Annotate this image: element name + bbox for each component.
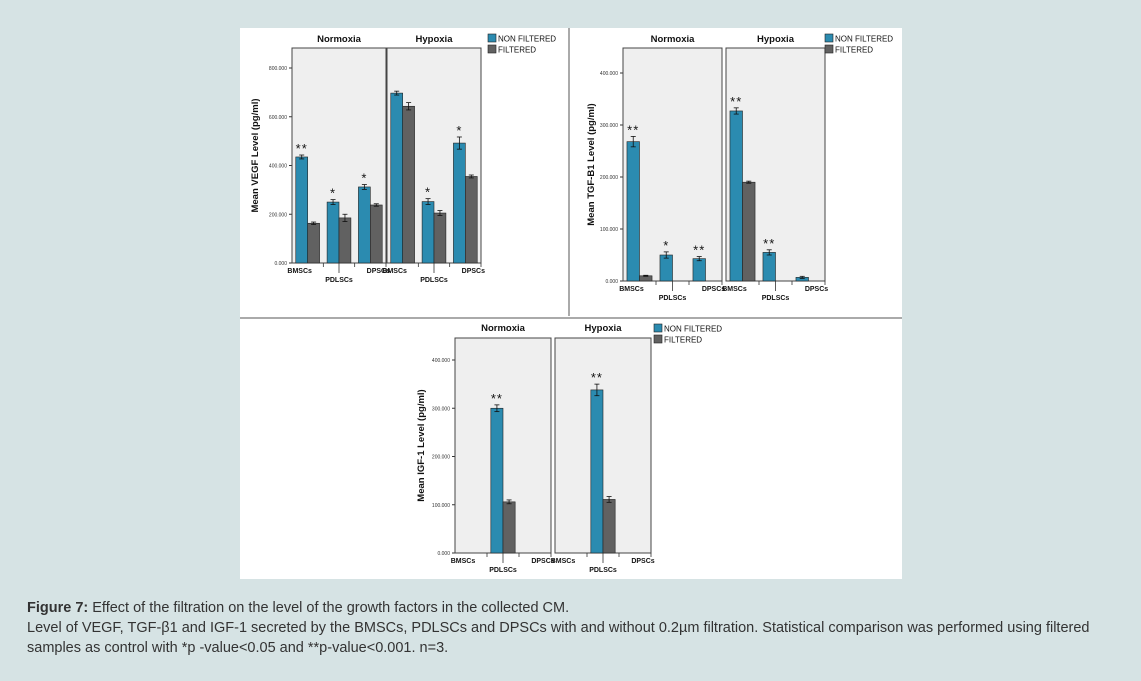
x-tick-label: DPSCs xyxy=(367,268,390,275)
y-tick-label: 0.000 xyxy=(274,261,287,267)
bar-filtered xyxy=(433,212,447,264)
caption-title: Effect of the filtration on the level of… xyxy=(88,600,570,616)
legend-swatch-filtered xyxy=(653,334,663,344)
y-tick-label: 200.000 xyxy=(432,455,450,461)
y-axis-title: Mean VEGF Level (pg/ml) xyxy=(250,98,261,212)
x-tick-label: BMSCs xyxy=(619,286,644,293)
significance-mark: * xyxy=(663,238,669,253)
significance-mark: ** xyxy=(627,122,639,137)
figure-caption: Figure 7: Effect of the filtration on th… xyxy=(27,598,1127,658)
x-tick-label: PDLSCs xyxy=(762,295,790,302)
significance-mark: * xyxy=(425,185,431,200)
significance-mark: ** xyxy=(296,141,308,156)
legend-swatch-filtered xyxy=(824,44,834,54)
bar-filtered xyxy=(338,217,352,264)
y-tick-label: 100.000 xyxy=(432,503,450,509)
y-tick-label: 300.000 xyxy=(600,123,618,129)
legend-label: FILTERED xyxy=(835,46,873,55)
y-tick-label: 200.000 xyxy=(269,212,287,218)
significance-mark: * xyxy=(330,186,336,201)
significance-mark: ** xyxy=(591,370,603,385)
chart-2: 0.000 100.000 200.000 300.000 400.000 Mean TG… xyxy=(586,33,893,302)
x-tick-label: BMSCs xyxy=(451,558,476,565)
y-tick-label: 400.000 xyxy=(432,358,450,364)
x-tick-label: DPSCs xyxy=(702,286,725,293)
x-tick-label: DPSCs xyxy=(462,268,485,275)
legend-swatch-filtered xyxy=(487,44,497,54)
bar-filtered xyxy=(465,176,478,264)
x-tick-label: BMSCs xyxy=(551,558,576,565)
x-tick-label: DPSCs xyxy=(631,558,654,565)
significance-mark: ** xyxy=(491,391,503,406)
bar-non-filtered xyxy=(729,110,743,282)
x-tick-label: PDLSCs xyxy=(489,567,517,574)
charts-svg: 0.000 200.000 400.000 600.000 800.000 Mean VE… xyxy=(240,28,902,574)
legend-swatch-non-filtered xyxy=(653,323,663,333)
facet-title: Hypoxia xyxy=(416,34,454,45)
bar-non-filtered xyxy=(490,407,504,554)
x-tick-label: BMSCs xyxy=(722,286,747,293)
legend-swatch-non-filtered xyxy=(824,33,834,43)
bar-filtered xyxy=(602,499,616,554)
x-tick-label: BMSCs xyxy=(382,268,407,275)
y-tick-label: 0.000 xyxy=(437,551,450,557)
legend-label: NON FILTERED xyxy=(835,35,893,44)
significance-mark: ** xyxy=(730,94,742,109)
y-tick-label: 400.000 xyxy=(269,164,287,170)
y-axis-title: Mean IGF-1 Level (pg/ml) xyxy=(416,389,427,501)
y-tick-label: 400.000 xyxy=(600,71,618,77)
bar-non-filtered xyxy=(358,186,371,264)
y-tick-label: 0.000 xyxy=(605,279,618,285)
caption-body: Level of VEGF, TGF-β1 and IGF-1 secreted… xyxy=(27,620,1090,656)
chart-1: 0.000 200.000 400.000 600.000 800.000 Mean VE… xyxy=(250,33,556,284)
y-tick-label: 600.000 xyxy=(269,115,287,121)
x-tick-label: DPSCs xyxy=(531,558,554,565)
legend-label: NON FILTERED xyxy=(664,325,722,334)
legend-swatch-non-filtered xyxy=(487,33,497,43)
y-tick-label: 800.000 xyxy=(269,66,287,72)
significance-mark: * xyxy=(361,171,367,186)
x-tick-label: BMSCs xyxy=(287,268,312,275)
bar-filtered xyxy=(307,222,320,264)
x-tick-label: PDLSCs xyxy=(420,277,448,284)
legend-label: FILTERED xyxy=(664,336,702,345)
chart-3: 0.000 100.000 200.000 300.000 400.000 Mean IG… xyxy=(416,323,722,574)
bar-non-filtered xyxy=(590,389,604,554)
legend-label: NON FILTERED xyxy=(498,35,556,44)
x-tick-label: PDLSCs xyxy=(325,277,353,284)
figure-panel: 0.000 200.000 400.000 600.000 800.000 Mean VE… xyxy=(240,28,902,579)
bar-non-filtered xyxy=(326,201,340,264)
significance-mark: ** xyxy=(693,243,705,258)
bar-filtered xyxy=(402,105,415,264)
bar-filtered xyxy=(502,501,516,554)
caption-label: Figure 7: xyxy=(27,600,89,616)
bar-non-filtered xyxy=(762,252,776,282)
y-tick-label: 200.000 xyxy=(600,175,618,181)
bar-non-filtered xyxy=(390,92,403,264)
facet-title: Normoxia xyxy=(317,34,362,45)
bar-filtered xyxy=(370,204,383,264)
y-axis-title: Mean TGF-B1 Level (pg/ml) xyxy=(586,103,597,225)
bar-filtered xyxy=(742,181,756,282)
bar-non-filtered xyxy=(626,141,640,282)
legend-label: FILTERED xyxy=(498,46,536,55)
facet-title: Normoxia xyxy=(481,323,526,334)
x-tick-label: DPSCs xyxy=(805,286,828,293)
significance-mark: * xyxy=(456,123,462,138)
significance-mark: ** xyxy=(763,236,775,251)
bar-non-filtered xyxy=(453,142,466,264)
facet-title: Hypoxia xyxy=(585,323,623,334)
bar-non-filtered xyxy=(421,201,435,264)
facet-title: Normoxia xyxy=(651,34,696,45)
facet-title: Hypoxia xyxy=(757,34,795,45)
x-tick-label: PDLSCs xyxy=(659,295,687,302)
y-tick-label: 100.000 xyxy=(600,227,618,233)
y-tick-label: 300.000 xyxy=(432,406,450,412)
x-tick-label: PDLSCs xyxy=(589,567,617,574)
bar-non-filtered xyxy=(659,254,673,282)
bar-non-filtered xyxy=(295,156,308,264)
bar-non-filtered xyxy=(692,258,706,282)
